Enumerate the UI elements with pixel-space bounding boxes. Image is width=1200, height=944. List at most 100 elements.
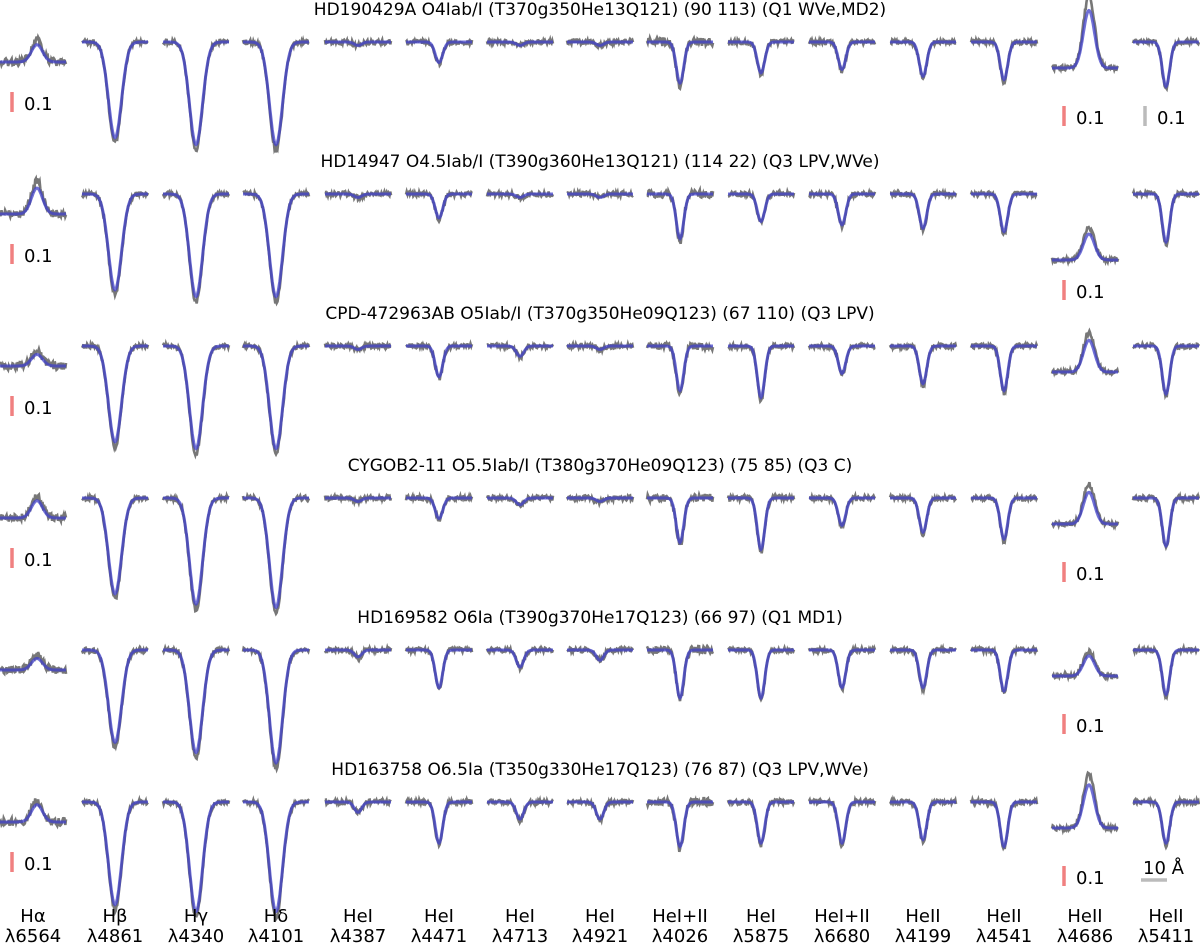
row-title: HD163758 O6.5Ia (T350g330He17Q123) (76 8… [331,760,868,780]
column-wavelength-label: λ6680 [814,926,870,944]
observed-spectrum-line [807,794,877,850]
model-spectrum-line [82,496,148,596]
model-spectrum-line [971,496,1037,542]
model-spectrum-line [728,344,794,400]
flux-scale-label: 0.1 [1076,282,1105,303]
model-spectrum-line [890,496,956,535]
model-spectrum-line [567,800,633,821]
observed-spectrum-line [645,33,715,91]
observed-spectrum-line [1132,339,1200,401]
model-spectrum-line [487,800,553,821]
model-spectrum-line [971,344,1037,393]
spectrum-row: HD14947 O4.5Iab/I (T390g360He13Q121) (11… [0,152,1200,307]
observed-spectrum-line [1132,642,1200,701]
model-spectrum-line [1133,648,1199,697]
observed-spectrum-line [404,794,474,850]
observed-spectrum-line [161,643,231,762]
observed-spectrum-line [727,186,796,227]
model-spectrum-line [1133,496,1199,549]
spectrum-row: HD163758 O6.5Ia (T350g330He17Q123) (76 8… [0,760,1200,923]
observed-spectrum-line [241,339,311,458]
model-spectrum-line [82,192,148,292]
model-spectrum-line [728,192,794,224]
observed-spectrum-line [889,187,958,237]
observed-spectrum-line [727,643,796,703]
model-spectrum-line [567,344,633,351]
model-spectrum-line [1052,8,1118,70]
observed-spectrum-line [645,489,715,546]
model-spectrum-line [890,40,956,79]
model-spectrum-line [325,800,391,814]
observed-spectrum-line [726,491,796,554]
flux-scale-label: 0.1 [24,854,53,875]
model-spectrum-line [728,800,794,846]
observed-spectrum-line [81,35,149,144]
model-spectrum-line [325,192,391,199]
model-spectrum-line [243,192,309,299]
model-spectrum-line [890,192,956,231]
model-spectrum-line [163,40,229,147]
observed-spectrum-line [969,188,1038,238]
observed-spectrum-line [241,491,311,617]
model-spectrum-line [82,40,148,140]
model-spectrum-line [1133,800,1199,846]
column-wavelength-label: λ6564 [5,926,61,944]
model-spectrum-line [0,657,66,672]
row-title: HD169582 O6Ia (T390g370He17Q123) (66 97)… [357,608,842,628]
model-spectrum-line [647,800,713,849]
flux-scale-label: 0.1 [1076,564,1105,585]
observed-spectrum-line [969,644,1039,695]
observed-spectrum-line [241,35,310,155]
observed-spectrum-line [645,339,715,398]
model-spectrum-line [890,648,956,690]
column-wavelength-label: λ5875 [733,926,789,944]
model-spectrum-line [809,496,875,528]
column-wavelength-label: λ4199 [895,926,951,944]
observed-spectrum-line [970,491,1039,545]
model-spectrum-line [1052,490,1118,526]
column-wavelength-label: λ4921 [572,926,628,944]
observed-spectrum-line [807,340,876,377]
model-spectrum-line [406,800,472,846]
column-ion-label: HeII [905,906,940,927]
flux-scale-label: 0.1 [1076,868,1105,889]
flux-scale-label: 0.1 [1076,108,1105,129]
flux-scale-label: 0.1 [1076,716,1105,737]
model-spectrum-line [487,648,553,669]
column-wavelength-label: λ4340 [168,926,224,944]
model-spectrum-line [809,648,875,690]
observed-spectrum-line [969,794,1039,852]
model-spectrum-line [325,496,391,503]
model-spectrum-line [647,496,713,545]
observed-spectrum-line [1051,0,1120,75]
model-spectrum-line [809,800,875,846]
model-spectrum-line [243,648,309,766]
model-spectrum-line [487,496,553,507]
model-spectrum-line [487,40,553,47]
observed-spectrum-line [889,35,957,81]
model-spectrum-line [82,800,148,907]
observed-spectrum-line [1050,770,1119,836]
row-title: HD14947 O4.5Iab/I (T390g360He13Q121) (11… [321,152,880,172]
observed-spectrum-line [727,339,796,405]
observed-spectrum-line [1131,35,1200,93]
model-spectrum-line [567,40,633,47]
model-spectrum-line [0,803,66,824]
column-ion-label: HeI+II [652,906,708,927]
model-spectrum-line [406,648,472,690]
model-spectrum-line [971,192,1037,234]
model-spectrum-line [487,192,553,199]
observed-spectrum-line [161,35,230,153]
column-wavelength-label: λ5411 [1138,926,1194,944]
model-spectrum-line [971,800,1037,849]
model-spectrum-line [567,648,633,662]
model-spectrum-line [809,344,875,376]
observed-spectrum-line [1050,225,1120,267]
